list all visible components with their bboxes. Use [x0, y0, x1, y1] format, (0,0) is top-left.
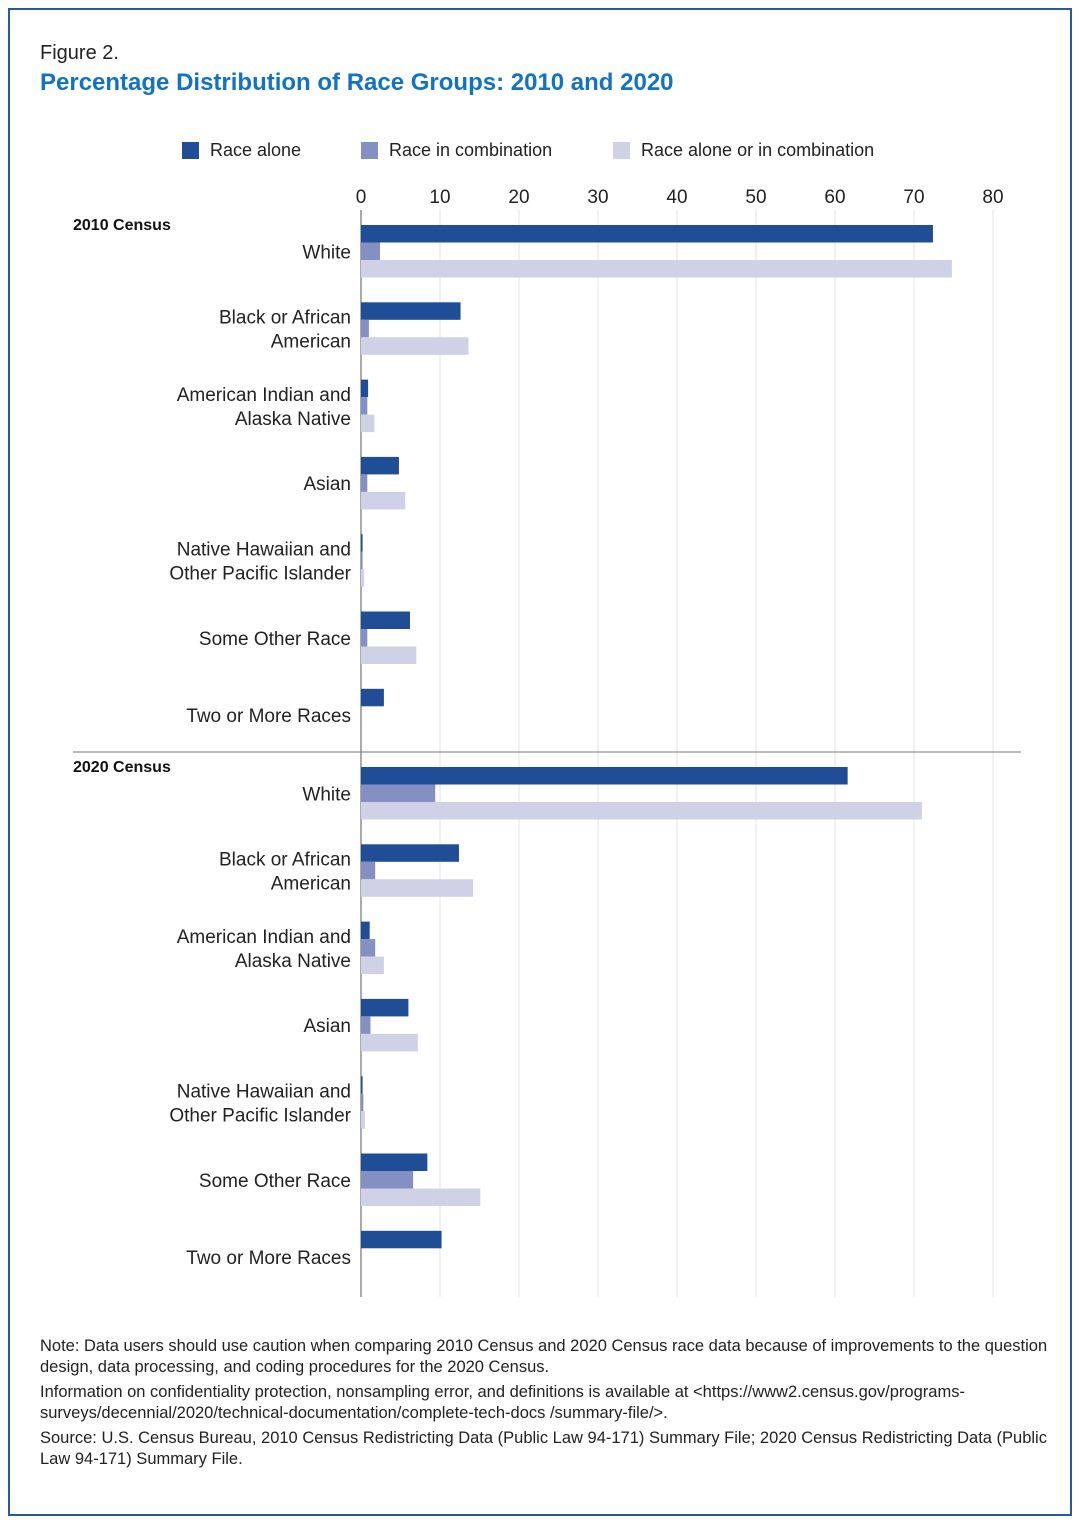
x-tick-label-10: 10: [429, 187, 450, 208]
category-label-2020-census-native-hawaiian-and-other-pacific-islander-line1: Native Hawaiian and: [177, 1081, 351, 1102]
bar-2020-census-asian-race-in-combination: [361, 1016, 371, 1034]
bar-2020-census-some-other-race-race-alone: [361, 1153, 428, 1171]
chart-notes: Note: Data users should use caution when…: [40, 1336, 1050, 1474]
bar-2020-census-american-indian-and-alaska-native-race-alone: [361, 921, 370, 940]
category-label-2020-census-native-hawaiian-and-other-pacific-islander-line2: Other Pacific Islander: [169, 1105, 351, 1126]
x-tick-label-0: 0: [356, 187, 367, 208]
category-label-2020-census-some-other-race: Some Other Race: [199, 1171, 351, 1192]
x-tick-label-70: 70: [903, 187, 924, 208]
legend-label-race-alone-or-in-combination: Race alone or in combination: [641, 139, 875, 160]
bar-2010-census-native-hawaiian-and-other-pacific-islander-race-alone: [361, 534, 363, 552]
bar-chart: 0 10 20 30 40 50 60 70 80 2010 Census White Black o…: [73, 187, 1021, 1297]
bar-2020-census-some-other-race-race-in-combination: [361, 1171, 414, 1189]
bar-2020-census-black-or-african-american-race-alone: [361, 844, 459, 862]
legend-swatch-race-alone: [182, 141, 199, 159]
legend-swatch-race-in-combination: [361, 141, 378, 159]
legend-item-race-alone-or-in-combination: Race alone or in combination: [613, 138, 874, 162]
category-label-2010-census-two-or-more-races: Two or More Races: [186, 706, 351, 727]
x-tick-label-20: 20: [508, 187, 529, 208]
bar-2010-census-native-hawaiian-and-other-pacific-islander-race-in-combination: [361, 551, 363, 570]
section-label-2020-census: 2020 Census: [73, 759, 171, 776]
figure-label: Figure 2.: [40, 42, 119, 64]
bar-2020-census-american-indian-and-alaska-native-race-alone-or-in-combination: [361, 956, 384, 975]
category-label-2020-census-black-or-african-american-line2: American: [271, 874, 351, 895]
category-label-2010-census-some-other-race: Some Other Race: [199, 629, 351, 650]
bar-2020-census-asian-race-alone: [361, 998, 409, 1017]
category-label-2010-census-black-or-african-american-line1: Black or African: [219, 308, 351, 329]
category-label-2020-census-black-or-african-american-line1: Black or African: [219, 850, 351, 871]
category-label-2010-census-asian: Asian: [303, 474, 351, 495]
category-label-2020-census-white: White: [302, 784, 351, 805]
bar-2010-census-some-other-race-race-in-combination: [361, 629, 368, 647]
category-label-2010-census-american-indian-and-alaska-native-line2: Alaska Native: [235, 409, 351, 430]
legend-item-race-alone: Race alone: [182, 138, 301, 162]
figure-frame: [8, 8, 1072, 1516]
bar-2010-census-asian-race-in-combination: [361, 474, 368, 492]
note-text: Note: Data users should use caution when…: [40, 1337, 1048, 1376]
category-label-2010-census-native-hawaiian-and-other-pacific-islander-line1: Native Hawaiian and: [177, 539, 351, 560]
bar-2020-census-white-race-alone: [361, 767, 848, 785]
bar-2020-census-native-hawaiian-and-other-pacific-islander-race-alone: [361, 1076, 363, 1094]
bar-2020-census-black-or-african-american-race-in-combination: [361, 861, 376, 880]
bar-2010-census-black-or-african-american-race-alone: [361, 302, 461, 320]
bar-2010-census-some-other-race-race-alone-or-in-combination: [361, 646, 417, 664]
bar-2020-census-american-indian-and-alaska-native-race-in-combination: [361, 939, 376, 957]
category-label-2020-census-two-or-more-races: Two or More Races: [186, 1248, 351, 1269]
bar-2010-census-native-hawaiian-and-other-pacific-islander-race-alone-or-in-combination: [361, 569, 365, 587]
bar-2020-census-black-or-african-american-race-alone-or-in-combination: [361, 879, 474, 897]
x-tick-label-80: 80: [982, 187, 1003, 208]
bar-2010-census-two-or-more-races-race-alone: [361, 688, 384, 707]
info-text: Information on confidentiality protectio…: [40, 1383, 965, 1422]
category-label-2020-census-asian: Asian: [303, 1016, 351, 1037]
bar-2010-census-american-indian-and-alaska-native-race-in-combination: [361, 397, 368, 415]
legend-item-race-in-combination: Race in combination: [361, 138, 552, 162]
category-label-2020-census-american-indian-and-alaska-native-line1: American Indian and: [177, 927, 351, 948]
category-label-2010-census-native-hawaiian-and-other-pacific-islander-line2: Other Pacific Islander: [169, 563, 351, 584]
bar-2010-census-white-race-in-combination: [361, 242, 380, 260]
category-label-2010-census-american-indian-and-alaska-native-line1: American Indian and: [177, 385, 351, 406]
bar-2020-census-asian-race-alone-or-in-combination: [361, 1033, 418, 1052]
bar-2020-census-some-other-race-race-alone-or-in-combination: [361, 1188, 481, 1206]
bar-2010-census-american-indian-and-alaska-native-race-alone: [361, 379, 369, 398]
bar-2020-census-white-race-alone-or-in-combination: [361, 802, 922, 820]
bar-2010-census-some-other-race-race-alone: [361, 611, 410, 629]
legend-label-race-in-combination: Race in combination: [389, 139, 553, 160]
bar-2010-census-asian-race-alone: [361, 456, 399, 475]
x-tick-label-50: 50: [745, 187, 766, 208]
category-label-2020-census-american-indian-and-alaska-native-line2: Alaska Native: [235, 951, 351, 972]
bar-2010-census-black-or-african-american-race-in-combination: [361, 319, 369, 338]
x-tick-label-40: 40: [666, 187, 687, 208]
bar-2020-census-native-hawaiian-and-other-pacific-islander-race-alone-or-in-combination: [361, 1111, 365, 1129]
bar-2010-census-white-race-alone-or-in-combination: [361, 260, 952, 278]
x-tick-label-30: 30: [587, 187, 608, 208]
bar-2010-census-american-indian-and-alaska-native-race-alone-or-in-combination: [361, 414, 375, 433]
x-tick-label-60: 60: [824, 187, 845, 208]
bar-2020-census-two-or-more-races-race-alone: [361, 1230, 442, 1249]
bar-2010-census-asian-race-alone-or-in-combination: [361, 491, 406, 510]
bar-2020-census-white-race-in-combination: [361, 784, 436, 802]
bar-2020-census-native-hawaiian-and-other-pacific-islander-race-in-combination: [361, 1093, 364, 1112]
chart-title: Percentage Distribution of Race Groups: …: [40, 69, 674, 96]
source-text: Source: U.S. Census Bureau, 2010 Census …: [40, 1429, 1047, 1468]
chart-legend: Race alone Race in combination Race alon…: [182, 138, 942, 162]
bar-2010-census-white-race-alone: [361, 225, 933, 243]
bar-2010-census-black-or-african-american-race-alone-or-in-combination: [361, 337, 469, 355]
legend-swatch-race-alone-or-in-combination: [613, 141, 630, 159]
category-label-2010-census-black-or-african-american-line2: American: [271, 332, 351, 353]
section-label-2010-census: 2010 Census: [73, 217, 171, 234]
category-label-2010-census-white: White: [302, 242, 351, 263]
legend-label-race-alone: Race alone: [210, 139, 302, 160]
